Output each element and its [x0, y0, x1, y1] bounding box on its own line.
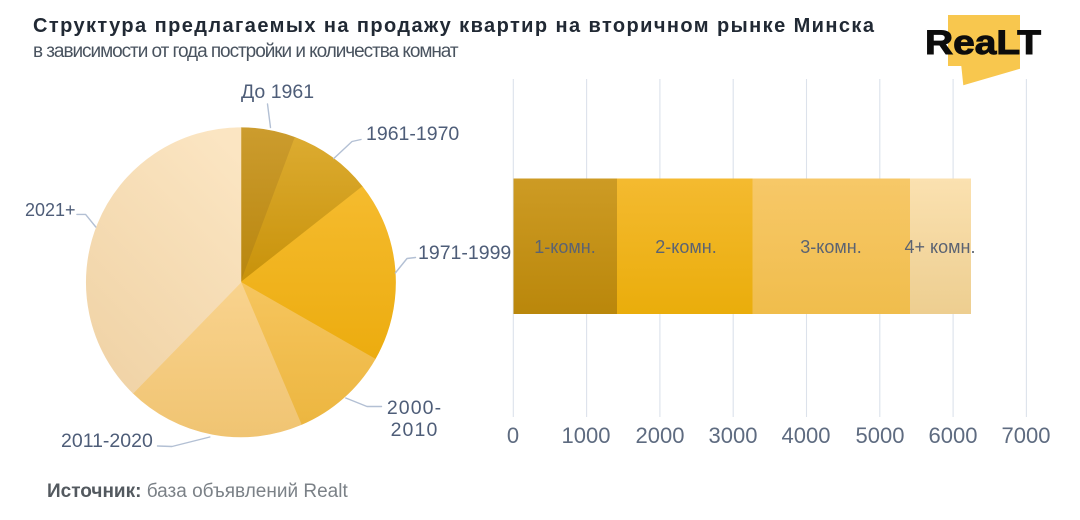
- svg-text:ReaLT: ReaLT: [925, 24, 1041, 62]
